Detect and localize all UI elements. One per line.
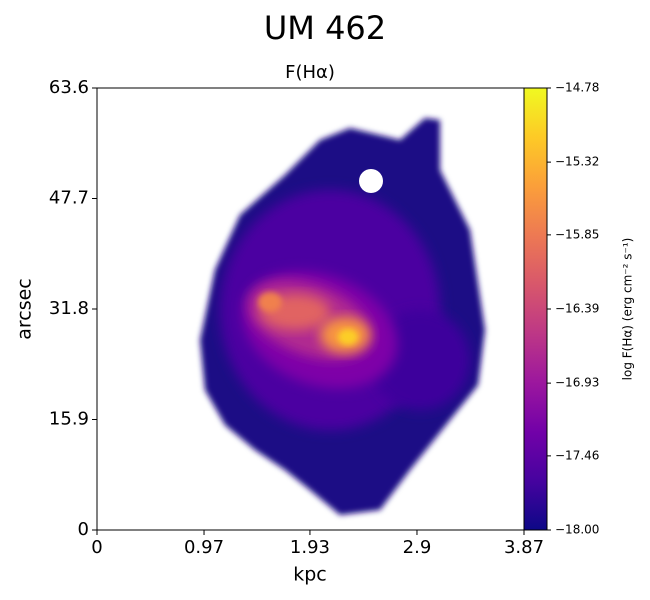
colorbar-label: log F(Hα) (erg cm⁻² s⁻¹) <box>621 238 635 381</box>
emission-map <box>200 118 485 515</box>
x-tick-label: 0 <box>91 537 102 558</box>
colorbar <box>523 87 548 531</box>
colorbar-tick-label: −16.93 <box>555 376 599 390</box>
chart-subtitle: F(Hα) <box>285 62 335 83</box>
y-tick-label: 15.9 <box>49 409 89 430</box>
colorbar-tick-label: −18.00 <box>555 523 599 537</box>
y-tick-label: 31.8 <box>49 298 89 319</box>
chart-title: UM 462 <box>264 9 386 47</box>
y-tick-label: 63.6 <box>49 77 89 98</box>
x-axis-label: kpc <box>293 564 327 586</box>
colorbar-tick-label: −15.32 <box>555 155 599 169</box>
y-axis-label: arcsec <box>14 278 36 340</box>
x-tick-label: 0.97 <box>184 537 224 558</box>
colorbar-tick-label: −16.39 <box>555 302 599 316</box>
colorbar-tick-label: −14.78 <box>555 81 599 95</box>
y-tick-label: 47.7 <box>49 188 89 209</box>
colorbar-tick-label: −15.85 <box>555 227 599 241</box>
x-tick-label: 1.93 <box>290 537 330 558</box>
x-tick-label: 2.9 <box>403 537 432 558</box>
x-tick-label: 3.87 <box>504 537 544 558</box>
colorbar-tick-label: −17.46 <box>555 448 599 462</box>
y-tick-label: 0 <box>78 519 89 540</box>
